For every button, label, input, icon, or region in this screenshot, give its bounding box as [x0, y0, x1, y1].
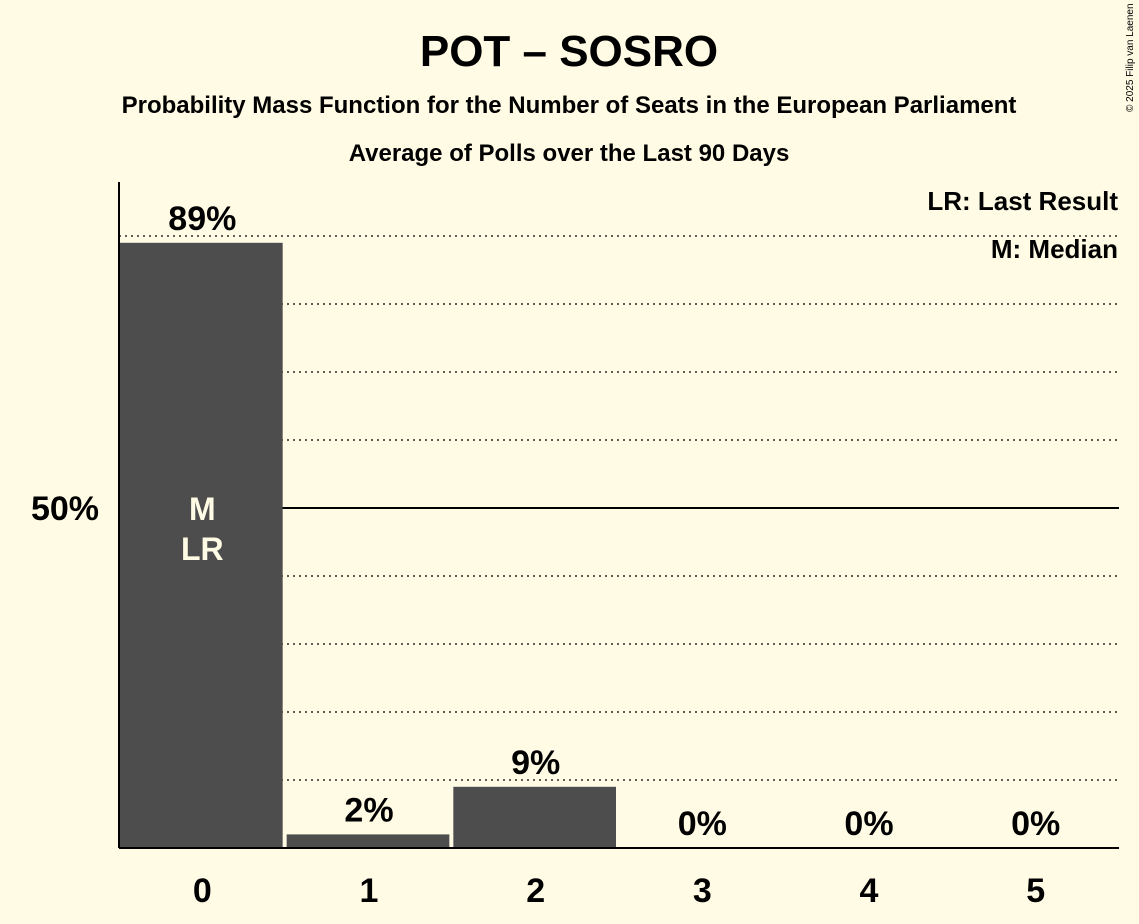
legend-last-result: LR: Last Result: [927, 186, 1118, 216]
chart-subtitle-period: Average of Polls over the Last 90 Days: [349, 140, 790, 167]
bar-0: [120, 242, 283, 849]
x-tick-label-5: 5: [1026, 872, 1045, 910]
x-tick-label-1: 1: [360, 872, 379, 910]
value-labels: 89% 2% 9% 0% 0% 0% M LR: [168, 200, 1060, 843]
gridlines: [119, 235, 1119, 781]
y-tick-label-50: 50%: [31, 490, 99, 528]
bar-1: [286, 834, 450, 848]
x-tick-labels: 0 1 2 3 4 5: [193, 872, 1045, 910]
x-tick-label-0: 0: [193, 872, 212, 910]
x-tick-label-3: 3: [693, 872, 712, 910]
value-label-0: 89%: [168, 200, 236, 238]
bars: [120, 242, 616, 849]
legend-median: M: Median: [991, 234, 1118, 264]
chart-title: POT – SOSRO: [420, 27, 718, 76]
value-label-1: 2%: [344, 791, 393, 829]
chart-subtitle: Probability Mass Function for the Number…: [122, 92, 1017, 119]
value-label-4: 0%: [844, 805, 893, 843]
value-label-5: 0%: [1011, 805, 1060, 843]
last-result-marker: LR: [181, 531, 224, 567]
bar-2: [453, 786, 616, 848]
value-label-2: 9%: [511, 744, 560, 782]
copyright-notice: © 2025 Filip van Laenen: [1125, 3, 1136, 112]
value-label-3: 0%: [678, 805, 727, 843]
x-tick-label-4: 4: [860, 872, 879, 910]
x-tick-label-2: 2: [526, 872, 545, 910]
median-marker: M: [189, 491, 216, 527]
